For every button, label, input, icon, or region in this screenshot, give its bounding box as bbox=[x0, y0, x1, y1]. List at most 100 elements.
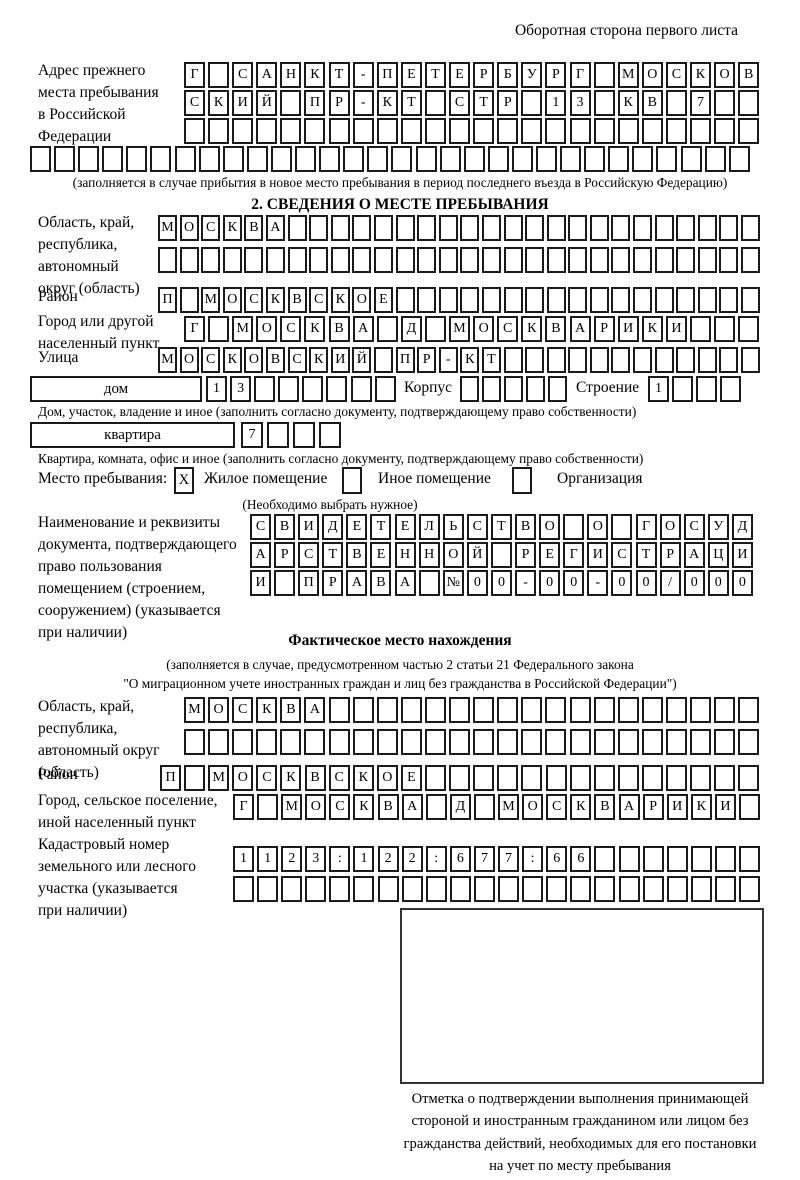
char-cell: С bbox=[665, 62, 687, 88]
char-cell bbox=[400, 729, 422, 755]
char-cell: Г bbox=[635, 514, 657, 540]
char-cell bbox=[319, 422, 341, 448]
char-cell bbox=[654, 287, 674, 313]
char-cell bbox=[568, 347, 588, 373]
char-cell bbox=[319, 146, 341, 172]
char-cell bbox=[424, 316, 446, 342]
kadastr-row-2 bbox=[233, 876, 763, 902]
char-cell bbox=[546, 247, 566, 273]
stroenie-label: Строение bbox=[576, 379, 640, 396]
char-cell: Р bbox=[515, 542, 537, 568]
char-cell bbox=[174, 146, 196, 172]
char-cell bbox=[350, 376, 372, 402]
char-cell bbox=[417, 215, 437, 241]
char-cell: С bbox=[298, 542, 320, 568]
char-cell bbox=[546, 287, 566, 313]
char-cell: С bbox=[449, 90, 471, 116]
char-cell bbox=[352, 729, 374, 755]
char-cell: К bbox=[690, 794, 712, 820]
char-cell bbox=[665, 729, 687, 755]
char-cell: С bbox=[466, 514, 488, 540]
char-cell: С bbox=[329, 794, 351, 820]
char-cell bbox=[521, 729, 543, 755]
stroenie-cells: 1 bbox=[648, 376, 744, 402]
char-cell bbox=[208, 118, 230, 144]
char-cell bbox=[633, 247, 653, 273]
char-cell bbox=[278, 376, 300, 402]
char-cell: О bbox=[376, 765, 398, 791]
char-cell bbox=[568, 215, 588, 241]
char-cell bbox=[254, 376, 276, 402]
char-cell: В bbox=[346, 542, 368, 568]
char-cell: К bbox=[256, 697, 278, 723]
char-cell: О bbox=[587, 514, 609, 540]
char-cell: М bbox=[281, 794, 303, 820]
kadastr-label: Кадастровый номер земельного или лесного… bbox=[38, 836, 196, 919]
char-cell bbox=[425, 765, 447, 791]
char-cell: И bbox=[617, 316, 639, 342]
char-cell: К bbox=[352, 765, 374, 791]
korpus-cells bbox=[460, 376, 570, 402]
char-cell bbox=[460, 247, 480, 273]
char-cell bbox=[676, 347, 696, 373]
char-cell bbox=[208, 729, 230, 755]
char-cell: К bbox=[617, 90, 639, 116]
char-cell: В bbox=[265, 347, 285, 373]
char-cell: 7 bbox=[241, 422, 263, 448]
char-cell bbox=[738, 729, 760, 755]
fact-oblast-row-2 bbox=[184, 729, 762, 755]
char-cell bbox=[102, 146, 124, 172]
char-cell bbox=[535, 146, 557, 172]
char-cell bbox=[438, 247, 458, 273]
char-cell bbox=[676, 287, 696, 313]
char-cell: А bbox=[352, 316, 374, 342]
char-cell bbox=[490, 542, 512, 568]
char-cell: К bbox=[265, 287, 285, 313]
char-cell bbox=[689, 729, 711, 755]
char-cell bbox=[525, 247, 545, 273]
char-cell bbox=[179, 287, 199, 313]
char-cell: К bbox=[376, 90, 398, 116]
char-cell bbox=[714, 90, 736, 116]
char-cell bbox=[642, 846, 664, 872]
char-cell: Т bbox=[370, 514, 392, 540]
char-cell bbox=[672, 376, 694, 402]
char-cell bbox=[589, 247, 609, 273]
char-cell bbox=[309, 247, 329, 273]
char-cell bbox=[589, 347, 609, 373]
char-cell bbox=[473, 876, 495, 902]
char-cell bbox=[654, 215, 674, 241]
char-cell: 6 bbox=[570, 846, 592, 872]
char-cell bbox=[395, 247, 415, 273]
char-cell: О bbox=[714, 62, 736, 88]
char-cell bbox=[424, 697, 446, 723]
char-cell bbox=[618, 846, 640, 872]
char-cell: В bbox=[594, 794, 616, 820]
char-cell bbox=[309, 215, 329, 241]
char-cell bbox=[589, 215, 609, 241]
char-cell bbox=[328, 697, 350, 723]
char-cell bbox=[198, 146, 220, 172]
char-cell bbox=[184, 118, 205, 144]
char-cell bbox=[487, 146, 509, 172]
char-cell bbox=[281, 876, 303, 902]
char-cell bbox=[438, 215, 458, 241]
char-cell bbox=[232, 118, 254, 144]
char-cell bbox=[246, 146, 268, 172]
checkbox-org bbox=[512, 467, 532, 494]
char-cell bbox=[274, 570, 296, 596]
char-cell bbox=[126, 146, 148, 172]
char-cell bbox=[728, 146, 750, 172]
char-cell: Д bbox=[731, 514, 753, 540]
prev-address-row-3 bbox=[184, 118, 762, 144]
char-cell: О bbox=[208, 697, 230, 723]
char-cell: А bbox=[401, 794, 423, 820]
char-cell bbox=[690, 846, 712, 872]
char-cell bbox=[594, 846, 616, 872]
char-cell: Д bbox=[400, 316, 422, 342]
